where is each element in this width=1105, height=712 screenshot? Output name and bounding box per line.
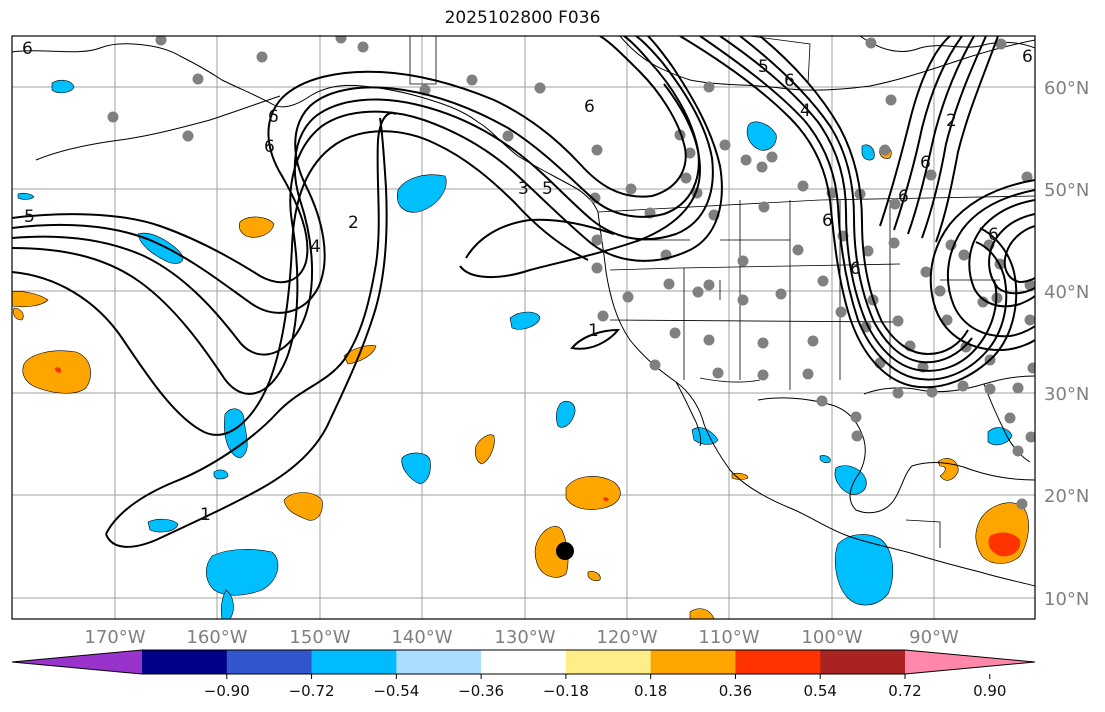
- contour-label: 5: [542, 179, 553, 199]
- contour-label: 1: [200, 505, 211, 525]
- lon-label: 120°W: [596, 627, 657, 648]
- colorbar-bin: [142, 650, 228, 674]
- contour-label: 6: [988, 225, 999, 245]
- lon-label: 160°W: [186, 627, 247, 648]
- contour-label: 2: [946, 111, 957, 131]
- lon-label: 140°W: [391, 627, 452, 648]
- latitude-labels: 60°N 50°N 40°N 30°N 20°N 10°N: [1044, 78, 1089, 610]
- contour-label: 5: [758, 57, 769, 77]
- colorbar-bin: [226, 650, 313, 674]
- contour-label: 6: [1022, 47, 1033, 67]
- colorbar-extend-low: [12, 650, 142, 674]
- contour-label: 6: [920, 153, 931, 173]
- colorbar-tick-label: −0.36: [458, 682, 504, 700]
- colorbar-tick-label: 0.90: [973, 682, 1006, 700]
- colorbar-tick-label: −0.54: [373, 682, 419, 700]
- contour-label: 6: [264, 137, 275, 157]
- lat-label: 30°N: [1044, 384, 1089, 405]
- colorbar-extend-high: [905, 650, 1035, 674]
- colorbar-bin: [650, 650, 736, 674]
- contour-label: 3: [518, 179, 529, 199]
- contour-lines: [12, 36, 1035, 548]
- lon-label: 130°W: [494, 627, 555, 648]
- negative-anomaly-patches: [17, 79, 1013, 619]
- contour-label: 5: [24, 207, 35, 227]
- contour-label: 6: [822, 211, 833, 231]
- station-markers: [107, 36, 1035, 510]
- colorbar-bin: [735, 650, 821, 674]
- colorbar-tick-label: 0.54: [804, 682, 837, 700]
- storm-center-marker: [556, 542, 574, 560]
- colorbar-tick-label: −0.72: [289, 682, 335, 700]
- lon-label: 100°W: [801, 627, 862, 648]
- lat-label: 50°N: [1044, 180, 1089, 201]
- lon-label: 110°W: [698, 627, 759, 648]
- lon-label: 150°W: [289, 627, 350, 648]
- lon-label: 170°W: [84, 627, 145, 648]
- contour-label: 6: [22, 39, 33, 59]
- lat-label: 10°N: [1044, 589, 1089, 610]
- contour-label: 1: [588, 321, 599, 341]
- political-borders: [409, 36, 1035, 548]
- strong-anomaly-patches: [55, 367, 1021, 557]
- contour-label: 6: [784, 71, 795, 91]
- colorbar-tick-label: −0.18: [543, 682, 589, 700]
- contour-label: 6: [584, 97, 595, 117]
- lat-label: 20°N: [1044, 486, 1089, 507]
- contour-label: 4: [310, 237, 321, 257]
- colorbar-tick-label: −0.90: [204, 682, 250, 700]
- colorbar-bin: [481, 650, 567, 674]
- contour-label: 6: [268, 107, 279, 127]
- contour-label: 6: [898, 187, 909, 207]
- lat-label: 40°N: [1044, 282, 1089, 303]
- longitude-labels: 170°W 160°W 150°W 140°W 130°W 120°W 110°…: [84, 627, 959, 648]
- contour-label: 6: [850, 259, 861, 279]
- colorbar-outline: [11, 649, 1036, 675]
- colorbar-bin: [396, 650, 482, 674]
- lon-label: 90°W: [909, 627, 959, 648]
- map-frame: [11, 35, 1036, 620]
- contour-label: 4: [800, 101, 811, 121]
- colorbar-bin: [311, 650, 397, 674]
- colorbar-bin: [820, 650, 906, 674]
- colorbar: −0.90 −0.72 −0.54 −0.36 −0.18 0.18 0.36 0.54 0.7…: [11, 649, 1036, 700]
- colorbar-tick-label: 0.18: [634, 682, 667, 700]
- colorbar-tick-label: 0.36: [719, 682, 752, 700]
- contour-labels: 6 6 5 6 4 2 3 5 6 6 1 1 6 6 5 6 4 6 2 6 …: [22, 39, 1033, 525]
- colorbar-bin: [565, 650, 652, 674]
- lat-label: 60°N: [1044, 78, 1089, 99]
- map-title: 2025102800 F036: [444, 8, 601, 28]
- contour-label: 2: [348, 213, 359, 233]
- colorbar-tick-label: 0.72: [888, 682, 921, 700]
